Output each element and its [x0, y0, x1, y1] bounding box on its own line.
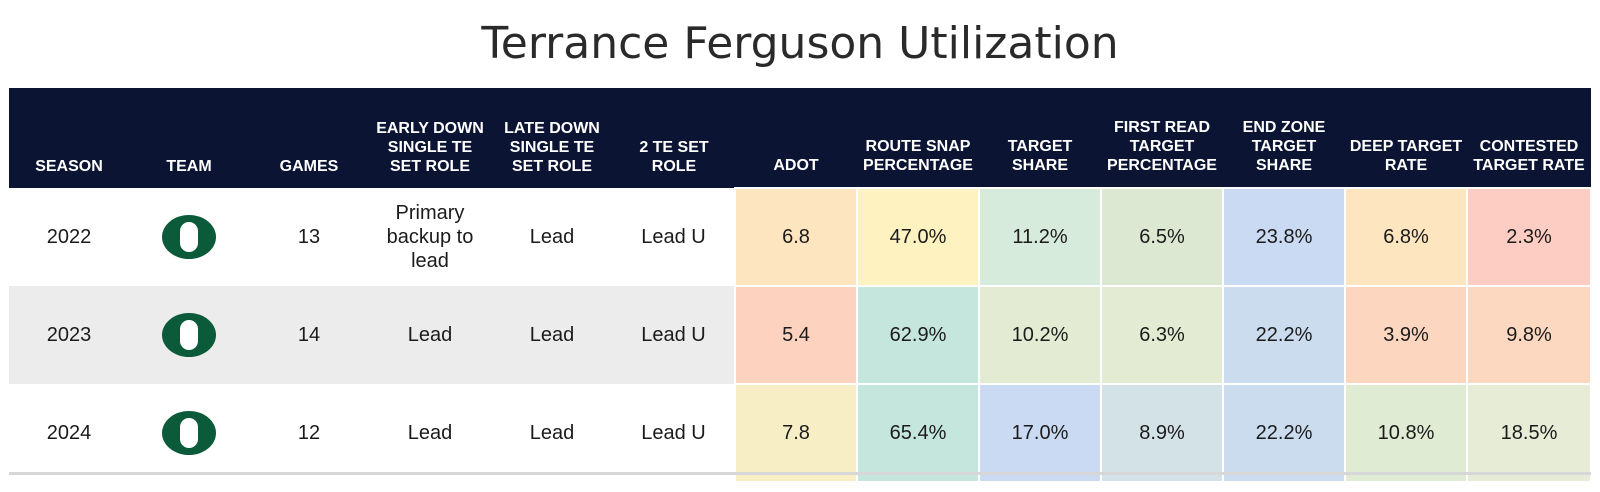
bottom-divider: [9, 472, 1591, 475]
end-zone-target-share-cell: 22.2%: [1222, 285, 1346, 385]
oregon-o-logo-icon: [162, 411, 216, 455]
route-snap-pct-cell: 47.0%: [856, 187, 980, 287]
late-down-role-cell: Lead: [491, 286, 613, 384]
column-header-late-down-role: LATE DOWN SINGLE TE SET ROLE: [491, 88, 613, 188]
first-read-target-pct-cell: 6.3%: [1100, 285, 1224, 385]
table-row-2024: 2024 12 Lead Lead Lead U 7.8 65.4% 17.0% 8.9% 22.…: [9, 383, 1592, 483]
two-te-role-cell: Lead U: [613, 286, 735, 384]
column-header-target-share: TARGET SHARE: [979, 88, 1101, 188]
adot-cell: 6.8: [734, 187, 858, 287]
late-down-role-cell: Lead: [491, 188, 613, 286]
oregon-o-logo-icon: [162, 313, 216, 357]
column-header-adot: ADOT: [735, 88, 857, 188]
contested-target-rate-cell: 9.8%: [1466, 285, 1592, 385]
target-share-cell: 17.0%: [978, 383, 1102, 483]
games-cell: 13: [249, 188, 369, 286]
deep-target-rate-cell: 6.8%: [1344, 187, 1468, 287]
games-cell: 12: [249, 384, 369, 482]
column-header-games: GAMES: [249, 88, 369, 188]
deep-target-rate-cell: 10.8%: [1344, 383, 1468, 483]
season-cell: 2024: [9, 384, 129, 482]
first-read-target-pct-cell: 6.5%: [1100, 187, 1224, 287]
team-cell: [129, 384, 249, 482]
column-header-season: SEASON: [9, 88, 129, 188]
early-down-role-cell: Lead: [369, 384, 491, 482]
oregon-o-logo-icon: [162, 215, 216, 259]
page-title: Terrance Ferguson Utilization: [481, 18, 1119, 69]
games-cell: 14: [249, 286, 369, 384]
contested-target-rate-cell: 2.3%: [1466, 187, 1592, 287]
column-header-contested-target-rate: CONTESTED TARGET RATE: [1467, 88, 1591, 188]
end-zone-target-share-cell: 22.2%: [1222, 383, 1346, 483]
column-header-team: TEAM: [129, 88, 249, 188]
column-header-route-snap-pct: ROUTE SNAP PERCENTAGE: [857, 88, 979, 188]
adot-cell: 5.4: [734, 285, 858, 385]
utilization-table: SEASON TEAM GAMES EARLY DOWN SINGLE TE SET …: [9, 88, 1592, 483]
route-snap-pct-cell: 62.9%: [856, 285, 980, 385]
column-header-two-te-role: 2 TE SET ROLE: [613, 88, 735, 188]
route-snap-pct-cell: 65.4%: [856, 383, 980, 483]
team-cell: [129, 188, 249, 286]
table-row-2023: 2023 14 Lead Lead Lead U 5.4 62.9% 10.2% 6.3% 22.…: [9, 285, 1592, 385]
column-header-end-zone-target-share: END ZONE TARGET SHARE: [1223, 88, 1345, 188]
two-te-role-cell: Lead U: [613, 188, 735, 286]
team-cell: [129, 286, 249, 384]
target-share-cell: 11.2%: [978, 187, 1102, 287]
late-down-role-cell: Lead: [491, 384, 613, 482]
first-read-target-pct-cell: 8.9%: [1100, 383, 1224, 483]
column-header-first-read-target-pct: FIRST READ TARGET PERCENTAGE: [1101, 88, 1223, 188]
adot-cell: 7.8: [734, 383, 858, 483]
contested-target-rate-cell: 18.5%: [1466, 383, 1592, 483]
column-header-early-down-role: EARLY DOWN SINGLE TE SET ROLE: [369, 88, 491, 188]
table-row-2022: 2022 13 Primary backup to lead Lead Lead U 6.…: [9, 187, 1592, 287]
target-share-cell: 10.2%: [978, 285, 1102, 385]
column-header-deep-target-rate: DEEP TARGET RATE: [1345, 88, 1467, 188]
deep-target-rate-cell: 3.9%: [1344, 285, 1468, 385]
two-te-role-cell: Lead U: [613, 384, 735, 482]
header-row: SEASON TEAM GAMES EARLY DOWN SINGLE TE SET …: [9, 88, 1591, 188]
early-down-role-cell: Primary backup to lead: [369, 188, 491, 286]
end-zone-target-share-cell: 23.8%: [1222, 187, 1346, 287]
early-down-role-cell: Lead: [369, 286, 491, 384]
table-body: 2022 13 Primary backup to lead Lead Lead U 6.…: [9, 187, 1592, 483]
season-cell: 2023: [9, 286, 129, 384]
season-cell: 2022: [9, 188, 129, 286]
